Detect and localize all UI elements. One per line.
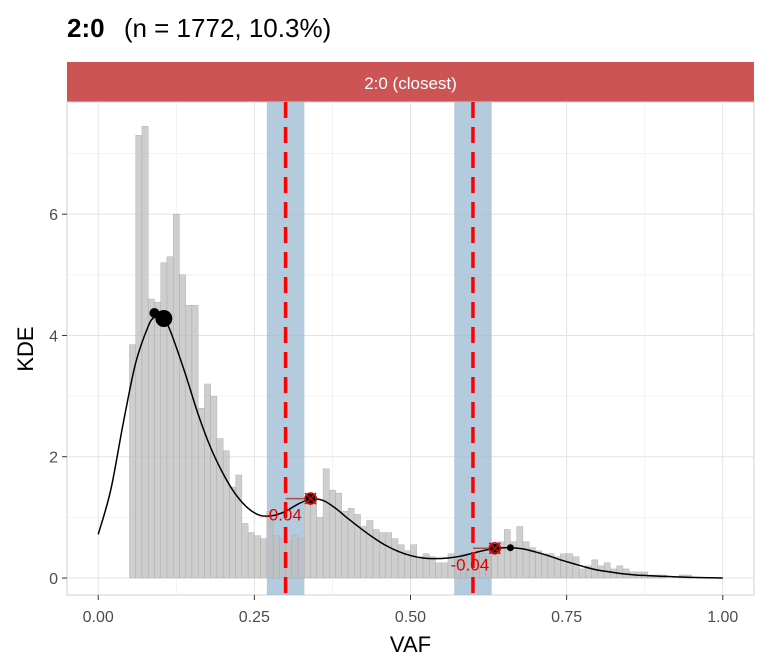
peak-markers	[149, 308, 514, 555]
facet-strip-label: 2:0 (closest)	[364, 74, 457, 93]
histogram-bar	[191, 304, 199, 579]
histogram-bar	[541, 553, 549, 579]
histogram-bar	[397, 544, 405, 579]
histogram-bar	[522, 541, 530, 579]
histogram-bar	[503, 529, 511, 579]
histogram-bar	[185, 304, 193, 579]
x-tick-label: 0.25	[239, 609, 270, 626]
histogram-bar	[204, 383, 211, 579]
matched-peak-cross	[304, 492, 317, 505]
x-tick-label: 1.00	[707, 609, 738, 626]
peak-point	[155, 309, 173, 327]
annotations: -0.04 -0.04	[263, 505, 489, 574]
y-tick-label: 4	[49, 328, 58, 345]
histogram-bar	[216, 438, 224, 579]
y-tick-label: 2	[49, 450, 58, 467]
histogram-bar	[210, 395, 218, 579]
histogram-bar	[385, 532, 392, 579]
histogram-bar	[254, 535, 261, 579]
histogram-bar	[179, 274, 186, 579]
histogram-bar	[147, 298, 155, 579]
x-tick-label: 0.75	[551, 609, 582, 626]
histogram-bar	[310, 495, 318, 579]
histogram-bar	[616, 565, 624, 579]
histogram-bar	[141, 126, 149, 579]
chart-title: 2:0 (n = 1772, 10.3%)	[67, 13, 331, 43]
histogram-bar	[235, 474, 243, 579]
distance-annotation: -0.04	[450, 556, 489, 575]
y-axis-label: KDE	[13, 326, 38, 371]
chart-title-bold: 2:0	[67, 13, 105, 43]
histogram-bar	[572, 556, 580, 579]
histogram-bar	[335, 492, 342, 579]
peak-point	[506, 544, 514, 552]
histogram-bar	[410, 544, 417, 579]
histogram-bar	[247, 532, 255, 579]
histogram-bar	[416, 556, 424, 579]
histogram-bar	[166, 256, 174, 579]
histogram-bar	[429, 556, 436, 579]
histogram-bar	[197, 408, 205, 579]
x-tick-label: 0.50	[395, 609, 426, 626]
kde-curve	[97, 315, 723, 579]
histogram-bar	[229, 486, 236, 579]
histogram-bar	[260, 538, 268, 579]
matched-peak-cross	[488, 542, 501, 555]
histogram-bar	[304, 502, 311, 579]
histogram-bar	[566, 553, 574, 579]
histogram-bar	[329, 489, 336, 579]
histogram-bar	[241, 523, 249, 579]
histogram-bar	[441, 562, 449, 579]
axes: 0.00 0.25 0.50 0.75 1.00 0 2 4 6	[49, 207, 738, 626]
chart-title-rest: (n = 1772, 10.3%)	[124, 13, 331, 43]
distance-annotation: -0.04	[263, 505, 302, 524]
histogram	[129, 126, 692, 579]
facet-strip	[67, 62, 754, 102]
y-tick-label: 0	[49, 571, 58, 588]
histogram-bar	[341, 511, 349, 579]
x-axis-label: VAF	[390, 632, 431, 657]
histogram-bar	[597, 565, 605, 579]
histogram-bar	[379, 532, 386, 579]
histogram-bar	[391, 538, 399, 579]
histogram-bar	[435, 562, 442, 579]
histogram-bar	[603, 562, 611, 579]
histogram-bar	[366, 520, 374, 579]
matched-peak-marker	[488, 542, 502, 555]
histogram-bar	[316, 517, 324, 579]
histogram-bar	[272, 535, 280, 579]
x-tick-label: 0.00	[83, 609, 114, 626]
expected-lines	[283, 102, 475, 595]
expected-band	[454, 102, 492, 595]
histogram-bar	[535, 550, 542, 579]
histogram-bar	[172, 213, 180, 579]
histogram-bar	[560, 553, 567, 579]
y-tick-label: 6	[49, 207, 58, 224]
matched-peak-marker	[304, 492, 317, 505]
histogram-bar	[222, 450, 230, 579]
histogram-bar	[516, 526, 524, 579]
histogram-bar	[372, 529, 380, 579]
histogram-bar	[154, 301, 161, 579]
histogram-bar	[322, 468, 330, 579]
histogram-bar	[291, 535, 299, 579]
histogram-bar	[360, 526, 367, 579]
kde-curve-group	[97, 315, 723, 579]
histogram-bar	[297, 538, 305, 579]
histogram-bar	[578, 568, 586, 579]
